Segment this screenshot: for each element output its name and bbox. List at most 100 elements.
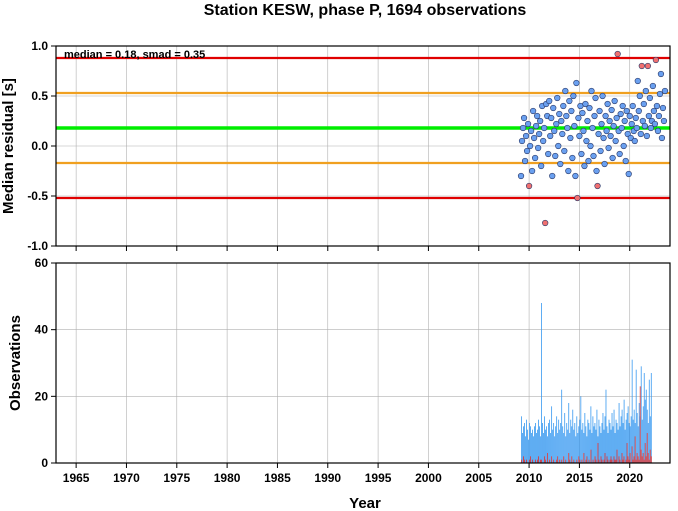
observation-bar	[565, 436, 567, 463]
observation-bar	[522, 433, 523, 463]
residual-point	[607, 132, 614, 140]
residual-point	[545, 150, 552, 158]
observation-bar	[561, 389, 563, 463]
observation-bar	[609, 423, 611, 463]
observation-bar	[589, 429, 591, 463]
observation-bar	[586, 436, 588, 463]
observation-bar	[600, 433, 602, 463]
residual-point	[589, 124, 596, 132]
observation-bar	[529, 423, 530, 463]
observation-bar	[590, 406, 592, 463]
residual-point	[536, 130, 543, 138]
outlier-observation-bar	[626, 443, 628, 463]
observation-bar	[583, 433, 585, 463]
observations-plot-frame	[55, 262, 671, 464]
observation-bar	[614, 433, 616, 463]
residual-point	[631, 137, 638, 145]
observation-bar	[553, 423, 555, 463]
observation-bar	[649, 416, 651, 463]
outlier-observation-bar	[648, 459, 650, 463]
outlier-observation-bar	[592, 459, 594, 463]
observation-bar	[637, 426, 639, 463]
residual-point	[600, 134, 607, 142]
outlier-observation-bar	[649, 449, 651, 463]
residual-point	[555, 142, 562, 150]
observation-bar	[524, 423, 525, 463]
residual-point	[658, 134, 666, 142]
residual-point	[546, 97, 553, 105]
year-tick-label: 1995	[365, 471, 392, 485]
residual-point	[576, 132, 583, 140]
observation-bar	[531, 433, 532, 463]
observation-bar	[578, 426, 580, 463]
outlier-observation-bar	[568, 453, 570, 463]
year-tick-label: 2005	[465, 471, 492, 485]
observation-bar	[631, 359, 633, 463]
outlier-observation-bar	[625, 459, 627, 463]
observation-bar	[592, 416, 594, 463]
outlier-observation-bar	[535, 459, 536, 463]
observation-bar	[576, 416, 578, 463]
observation-bar	[544, 416, 545, 463]
observation-bar	[601, 423, 603, 463]
outlier-observation-bar	[627, 456, 629, 463]
outlier-observation-bar	[639, 386, 641, 463]
residual-point	[629, 102, 636, 110]
observations-y-tick-label: 40	[35, 323, 49, 337]
residual-point	[578, 150, 585, 158]
observation-bar	[563, 433, 565, 463]
outlier-observation-bar	[629, 453, 631, 463]
observation-bar	[607, 433, 609, 463]
observation-bar	[613, 409, 615, 463]
outlier-observation-bar	[615, 459, 617, 463]
observation-bars	[521, 303, 652, 463]
median-smad-annotation: median = 0.18, smad = 0.35	[64, 49, 205, 61]
residual-outlier-point	[638, 62, 645, 70]
outlier-observation-bar	[633, 456, 635, 463]
outlier-observation-bar	[544, 456, 545, 463]
residual-point	[660, 117, 668, 125]
observation-bar	[620, 416, 622, 463]
observation-bar	[638, 403, 640, 463]
outlier-observation-bar	[526, 459, 527, 463]
outlier-observation-bar	[635, 459, 637, 463]
observation-bar	[550, 433, 552, 463]
year-tick-label: 1975	[163, 471, 190, 485]
observation-bar	[568, 403, 570, 463]
outlier-observation-bar	[613, 456, 615, 463]
residual-point	[534, 112, 541, 120]
observation-bar	[554, 436, 556, 463]
residual-point	[522, 132, 530, 140]
outlier-observation-bar	[604, 453, 606, 463]
residual-gridlines	[56, 45, 670, 247]
residual-x-tickmarks	[75, 246, 631, 251]
observation-bar	[606, 426, 608, 463]
observation-bar	[535, 423, 536, 463]
outlier-observation-bar	[557, 456, 559, 463]
residual-point	[552, 152, 559, 160]
residual-point	[637, 130, 644, 138]
residual-point	[599, 92, 606, 100]
observation-bar	[581, 429, 583, 463]
outlier-observation-bar	[573, 459, 575, 463]
outlier-observation-bar	[628, 459, 630, 463]
outlier-observation-bar	[643, 459, 645, 463]
residual-point	[628, 120, 635, 128]
residual-y-axis-label: Median residual [s]	[0, 78, 17, 214]
residual-point	[659, 104, 667, 112]
residual-point	[591, 112, 598, 120]
residual-point	[575, 114, 582, 122]
observation-bar	[584, 413, 586, 463]
observation-bar	[536, 433, 537, 463]
observation-bar	[547, 436, 549, 463]
residual-point	[547, 132, 554, 140]
observation-bar	[559, 429, 561, 463]
residual-point	[634, 77, 641, 85]
residual-point	[608, 106, 615, 114]
observation-bar	[633, 409, 635, 463]
outlier-observation-bar	[569, 459, 571, 463]
observation-bar	[558, 419, 560, 463]
outlier-observation-bar	[616, 449, 618, 463]
residual-point	[645, 112, 652, 120]
